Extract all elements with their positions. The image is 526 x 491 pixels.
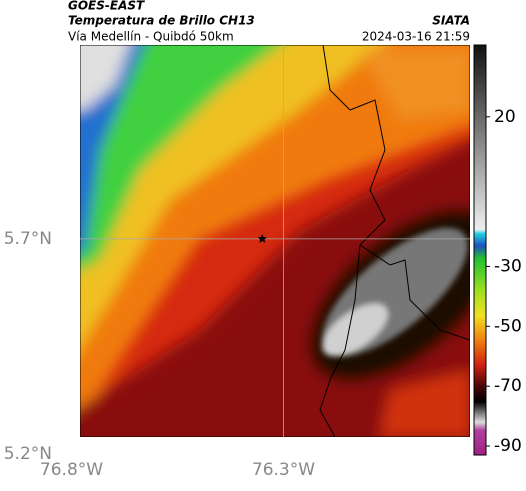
location-marker bbox=[257, 233, 268, 243]
colorbar bbox=[473, 44, 487, 456]
y-tick-label: 5.2°N bbox=[4, 444, 52, 464]
satellite-image bbox=[80, 45, 470, 437]
y-tick-label: 5.7°N bbox=[4, 229, 52, 249]
subtitle: Temperatura de Brillo CH13 bbox=[68, 14, 255, 28]
x-tick-label: 76.3°W bbox=[252, 460, 315, 480]
colorbar-tick-label: 20 bbox=[494, 107, 516, 127]
title: GOES-EAST bbox=[68, 0, 145, 13]
timestamp: 2024-03-16 21:59 bbox=[362, 30, 470, 44]
colorbar-tick-label: -70 bbox=[494, 376, 522, 396]
route: Vía Medellín - Quibdó 50km bbox=[68, 30, 234, 44]
x-tick-label: 76.8°W bbox=[40, 460, 103, 480]
colorbar-tick-label: -90 bbox=[494, 436, 522, 456]
colorbar-tick-label: -50 bbox=[494, 316, 522, 336]
colorbar-tick-label: -30 bbox=[494, 256, 522, 276]
source: SIATA bbox=[432, 14, 470, 28]
